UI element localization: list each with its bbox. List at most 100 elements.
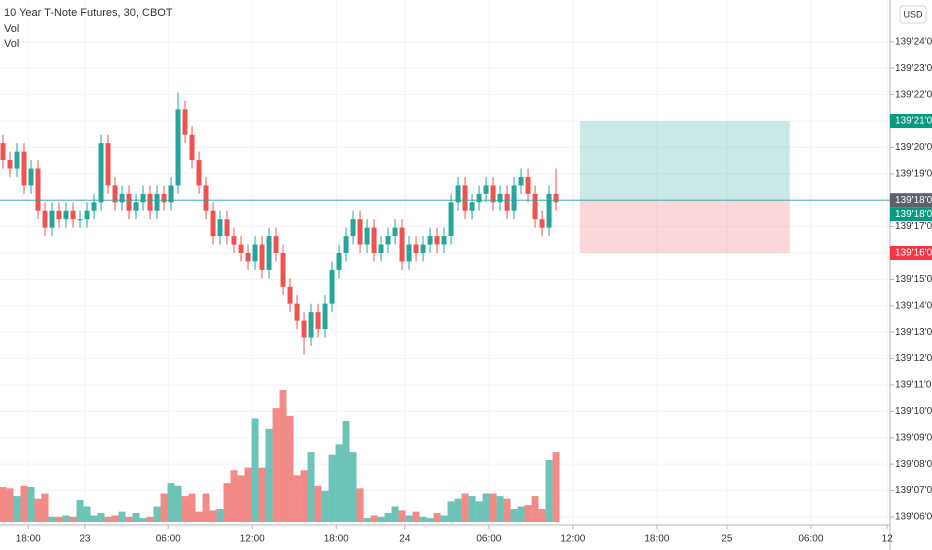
volume-bar xyxy=(356,488,364,522)
candle-body xyxy=(238,244,244,253)
candle-body xyxy=(490,185,496,203)
volume-bar xyxy=(433,512,441,522)
y-tick-label: 139'15'0 xyxy=(895,274,932,285)
volume-bar xyxy=(188,493,196,522)
volume-bar xyxy=(335,444,343,522)
currency-button[interactable] xyxy=(899,5,927,24)
candle-body xyxy=(287,286,293,304)
axes: 139'06'0 139'07'0 139'08'0 139'09'0 139'10'0… xyxy=(16,36,932,545)
candle-body xyxy=(336,252,342,270)
volume-pane xyxy=(0,390,560,522)
candle-body xyxy=(504,193,510,211)
volume-bar xyxy=(377,516,385,522)
candle-body xyxy=(119,193,125,203)
volume-bar xyxy=(419,516,427,522)
candle-body xyxy=(252,244,258,262)
volume-bar xyxy=(132,512,140,522)
volume-bar xyxy=(62,515,70,522)
volume-bar xyxy=(272,408,280,522)
candle-body xyxy=(231,236,237,245)
candle-body xyxy=(483,185,489,194)
candle-body xyxy=(546,193,552,228)
candle-body xyxy=(28,168,34,186)
volume-bar xyxy=(125,516,133,522)
volume-bar xyxy=(223,483,231,522)
y-tick-label: 139'14'0 xyxy=(895,300,932,311)
candle-body xyxy=(553,193,559,203)
x-tick-label: 23 xyxy=(79,534,91,545)
candle-body xyxy=(245,252,251,262)
volume-bar xyxy=(181,496,189,522)
y-tick-label: 139'12'0 xyxy=(895,353,932,364)
volume-bar xyxy=(160,493,168,522)
x-tick-label: 18:00 xyxy=(644,534,669,545)
volume-bar xyxy=(20,485,28,522)
currency-label: USD xyxy=(903,9,923,19)
volume-bar xyxy=(440,515,448,522)
candle-body xyxy=(196,160,202,186)
candle-body xyxy=(14,151,20,169)
candle-body xyxy=(371,227,377,253)
y-tick-label: 139'19'0 xyxy=(895,168,932,179)
candle-body xyxy=(434,236,440,245)
volume-bar xyxy=(118,511,126,522)
y-tick-label: 139'20'0 xyxy=(895,142,932,153)
volume-bar xyxy=(293,475,301,522)
y-tick-label: 139'17'0 xyxy=(895,221,932,232)
volume-bar xyxy=(104,516,112,522)
volume-bar xyxy=(279,390,287,522)
volume-bar xyxy=(489,493,497,522)
candle-body xyxy=(112,185,118,203)
candle-body xyxy=(161,193,167,203)
volume-bar xyxy=(405,515,413,522)
candle-body xyxy=(301,320,307,338)
volume-bar xyxy=(482,493,490,522)
candle-body xyxy=(203,185,209,211)
x-tick-label: 24 xyxy=(399,534,411,545)
position-tool xyxy=(579,121,790,253)
volume-bar xyxy=(55,516,63,522)
candle-body xyxy=(133,202,139,211)
volume-bar xyxy=(454,498,462,522)
candle-body xyxy=(497,193,503,203)
stop-zone xyxy=(579,200,790,253)
price-label: 139'18'0 xyxy=(895,195,932,206)
candle-body xyxy=(392,227,398,237)
candle-body xyxy=(84,210,90,220)
candle-body xyxy=(462,185,468,211)
candle-body xyxy=(140,193,146,203)
candle-body xyxy=(413,244,419,253)
candle-body xyxy=(35,168,41,211)
volume-bar xyxy=(230,470,238,522)
candle-body xyxy=(343,236,349,253)
volume-bar xyxy=(545,459,553,522)
price-label-box xyxy=(890,207,932,222)
volume-bar xyxy=(517,506,525,522)
price-label-box xyxy=(890,114,932,129)
y-tick-label: 139'06'0 xyxy=(895,512,932,523)
volume-bar xyxy=(307,452,315,522)
volume-bar xyxy=(97,512,105,522)
volume-bar xyxy=(41,493,49,522)
candle-body xyxy=(511,185,517,211)
volume-bar xyxy=(265,428,273,522)
candle-body xyxy=(259,244,265,270)
volume-bar xyxy=(552,452,560,522)
volume-bar xyxy=(13,496,21,522)
candle-body xyxy=(539,219,545,228)
candle-body xyxy=(63,210,69,220)
y-tick-label: 139'13'0 xyxy=(895,327,932,338)
volume-bar xyxy=(538,509,546,522)
volume-bar xyxy=(461,493,469,522)
volume-bar xyxy=(27,487,35,522)
candle-body xyxy=(224,219,230,237)
y-tick-label: 139'10'0 xyxy=(895,406,932,417)
x-tick-label: 06:00 xyxy=(798,534,823,545)
y-tick-label: 139'09'0 xyxy=(895,432,932,443)
volume-bar xyxy=(496,496,504,522)
candle-body xyxy=(406,244,412,262)
volume-bar xyxy=(216,509,224,522)
volume-bar xyxy=(503,498,511,522)
candle-body xyxy=(357,219,363,245)
